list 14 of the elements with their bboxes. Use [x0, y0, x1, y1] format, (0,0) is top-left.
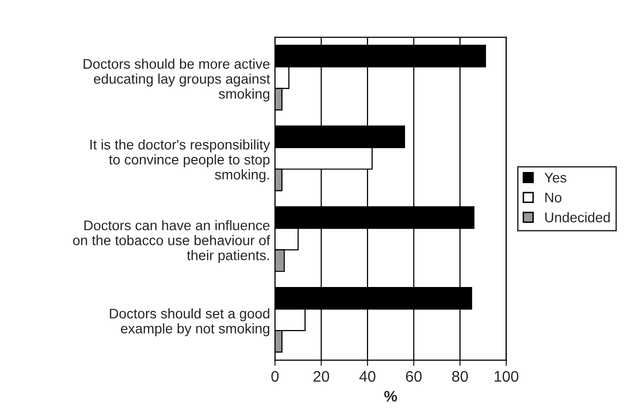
legend-label: Undecided [545, 212, 610, 222]
legend-label: No [545, 192, 562, 202]
x-axis-title: % [384, 390, 398, 402]
x-tick-label: 60 [406, 371, 422, 382]
y-tick-label: It is the doctor's responsibility to convince people to stop smoking. [90, 139, 270, 182]
y-tick-label: Doctors should set a good example by not smoking [110, 308, 270, 336]
legend-label: Yes [544, 172, 566, 183]
y-tick-label: Doctors can have an influence on the tobacco use behaviour of their patients. [73, 220, 270, 263]
x-tick-label: 80 [452, 371, 468, 382]
x-tick-label: 20 [314, 371, 330, 382]
y-tick-label: Doctors should be more active educating lay groups against smoking [84, 58, 270, 102]
x-tick-label: 100 [494, 371, 518, 382]
x-tick-label: 0 [271, 371, 279, 382]
x-tick-label: 40 [359, 371, 376, 382]
